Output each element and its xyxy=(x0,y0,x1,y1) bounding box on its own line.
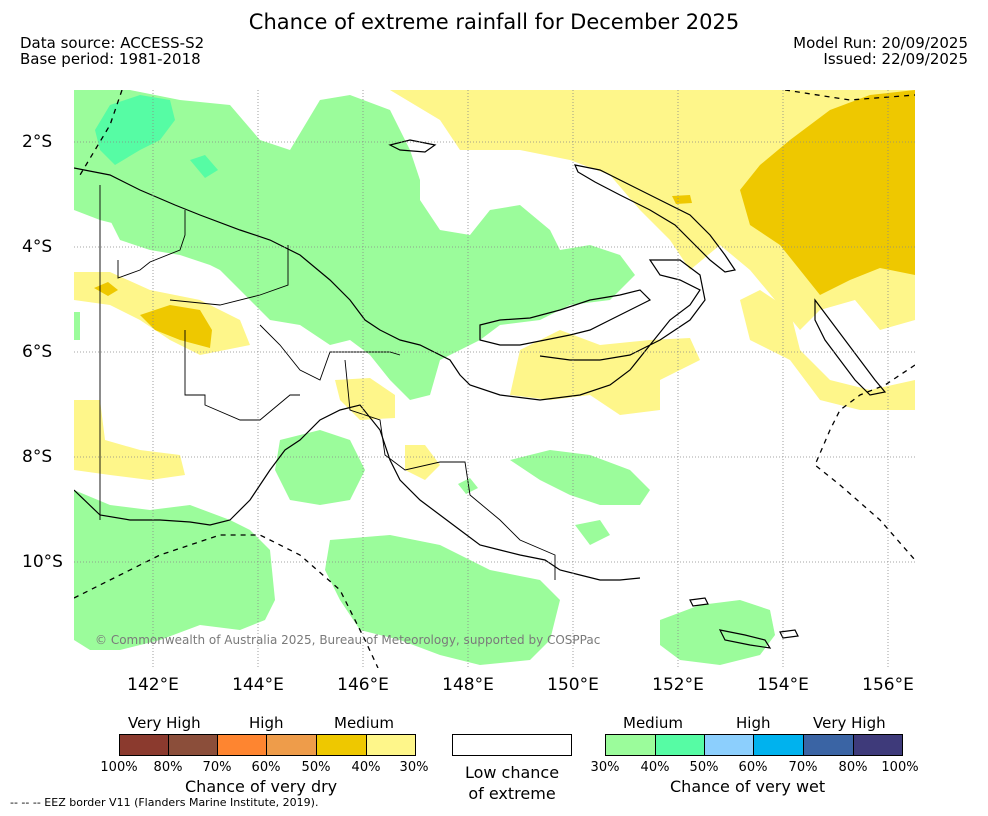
wet-high-nw2 xyxy=(190,155,218,178)
coast-bougainville xyxy=(814,298,887,396)
wet-tick: 70% xyxy=(788,760,818,775)
wet-region-mid xyxy=(275,430,365,505)
wet-region-nw xyxy=(100,200,270,280)
wet-region-w xyxy=(74,312,80,340)
border-enga xyxy=(169,245,289,306)
lon-label: 146°E xyxy=(337,675,389,695)
lat-label: 4°S xyxy=(22,237,53,257)
dry-tick: 100% xyxy=(100,760,138,775)
wet-tick: 80% xyxy=(838,760,868,775)
dry-swatch xyxy=(119,734,169,756)
dry-region-c xyxy=(510,330,700,415)
wet-cat-very-high: Very High xyxy=(813,714,886,732)
dry-swatch xyxy=(316,734,367,756)
lon-label: 150°E xyxy=(547,675,599,695)
wet-tick: 50% xyxy=(689,760,719,775)
base-period: Base period: 1981-2018 xyxy=(20,50,201,68)
lon-label: 142°E xyxy=(127,675,179,695)
meta-right: Model Run: 20/09/2025 Issued: 22/09/2025 xyxy=(793,35,968,67)
dry-swatch xyxy=(366,734,416,756)
eez-east xyxy=(814,364,915,561)
lon-label: 154°E xyxy=(757,675,809,695)
wet-swatch xyxy=(853,734,903,756)
dry-swatch xyxy=(168,734,218,756)
border-west-sepik xyxy=(117,210,186,279)
dry-tick: 50% xyxy=(301,760,331,775)
lat-label: 8°S xyxy=(22,447,53,467)
dry-tick: 30% xyxy=(399,760,429,775)
dry-swatch xyxy=(266,734,317,756)
wet-cat-high: High xyxy=(736,714,771,732)
wet-swatch xyxy=(704,734,754,756)
dry-tick: 80% xyxy=(153,760,183,775)
wet-tick: 100% xyxy=(881,760,919,775)
copyright-note: © Commonwealth of Australia 2025, Bureau… xyxy=(95,633,601,647)
dry-tick: 70% xyxy=(202,760,232,775)
neutral-title-line1: Low chance xyxy=(464,763,560,782)
coast-png-south xyxy=(74,404,641,581)
coast-new-ireland xyxy=(573,164,736,273)
lon-label: 144°E xyxy=(232,675,284,695)
dry-cat-medium: Medium xyxy=(334,714,394,732)
coastlines xyxy=(74,139,887,649)
map-area xyxy=(74,90,915,668)
wet-high-nw xyxy=(95,95,175,165)
coast-manus xyxy=(388,139,437,153)
dry-legend-title: Chance of very dry xyxy=(185,777,338,796)
dry-tick: 40% xyxy=(351,760,381,775)
wet-legend-title: Chance of very wet xyxy=(670,777,826,796)
data-source: Data source: ACCESS-S2 xyxy=(20,34,205,52)
eez-south xyxy=(74,534,379,668)
wet-region-s3 xyxy=(575,520,610,545)
neutral-title-line2: of extreme xyxy=(468,784,556,803)
coast-new-guinea xyxy=(74,167,706,401)
chart-title: Chance of extreme rainfall for December … xyxy=(248,10,740,34)
dry-cat-very-high: Very High xyxy=(128,714,201,732)
wet-swatch xyxy=(605,734,656,756)
eez-north xyxy=(79,90,123,176)
issued-date: Issued: 22/09/2025 xyxy=(823,50,968,68)
coast-islands-se xyxy=(689,597,799,649)
eez-footer-note: -- -- -- EEZ border V11 (Flanders Marine… xyxy=(10,796,319,809)
lat-label: 2°S xyxy=(22,132,53,152)
wet-region-e xyxy=(510,450,650,505)
eez-ne xyxy=(784,90,915,101)
model-run: Model Run: 20/09/2025 xyxy=(793,34,968,52)
wet-swatch xyxy=(803,734,854,756)
dry-region-n2 xyxy=(405,445,440,480)
dry-swatch xyxy=(217,734,267,756)
dry-region-sw xyxy=(74,400,185,480)
eez-borders xyxy=(74,90,915,668)
meta-left: Data source: ACCESS-S2 Base period: 1981… xyxy=(20,35,204,67)
wet-region-south xyxy=(74,490,275,650)
border-western xyxy=(184,330,300,421)
gridlines xyxy=(74,90,915,668)
neutral-swatch xyxy=(452,734,572,756)
wet-tick: 60% xyxy=(738,760,768,775)
dry-medium-ne xyxy=(740,90,915,295)
dry-region-e xyxy=(740,290,915,410)
dry-cat-high: High xyxy=(249,714,284,732)
coast-new-britain xyxy=(479,289,652,346)
lon-label: 148°E xyxy=(442,675,494,695)
wet-region-s2 xyxy=(325,535,560,665)
dry-tick: 60% xyxy=(251,760,281,775)
wet-region-se xyxy=(660,600,775,665)
wet-tick: 30% xyxy=(590,760,620,775)
wet-cat-medium: Medium xyxy=(623,714,683,732)
wet-tick: 40% xyxy=(640,760,670,775)
border-highlands xyxy=(344,359,556,580)
wet-swatch xyxy=(753,734,804,756)
lon-label: 156°E xyxy=(862,675,914,695)
lon-label: 152°E xyxy=(652,675,704,695)
lat-label: 6°S xyxy=(22,342,53,362)
dry-medium-w xyxy=(140,305,212,348)
lat-label: 10°S xyxy=(22,552,63,572)
dry-medium-n xyxy=(672,195,692,204)
wet-swatch xyxy=(655,734,705,756)
